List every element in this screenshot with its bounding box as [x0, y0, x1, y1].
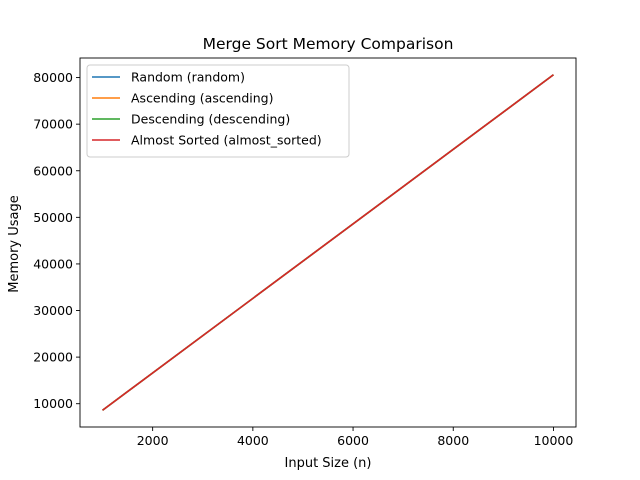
x-tick-label: 2000 [137, 433, 169, 448]
x-axis-label: Input Size (n) [285, 456, 372, 471]
y-axis-label: Memory Usage [7, 195, 22, 293]
x-tick-label: 8000 [437, 433, 469, 448]
axes-frame [79, 57, 577, 428]
y-tick-label: 30000 [33, 303, 73, 318]
y-tick-label: 80000 [33, 70, 73, 85]
legend-label-0: Random (random) [131, 70, 245, 85]
legend-label-3: Almost Sorted (almost_sorted) [131, 133, 322, 148]
y-tick-label: 50000 [33, 210, 73, 225]
y-tick-label: 20000 [33, 350, 73, 365]
y-tick-label: 40000 [33, 256, 73, 271]
legend-box [86, 64, 350, 158]
legend-label-2: Descending (descending) [131, 112, 290, 127]
y-tick-label: 10000 [33, 396, 73, 411]
y-tick-label: 60000 [33, 163, 73, 178]
series-line-3 [102, 74, 554, 411]
x-tick-label: 6000 [337, 433, 369, 448]
legend-label-1: Ascending (ascending) [131, 91, 273, 106]
plot-area: 2000 4000 6000 8000 10000 10000 20000 30000 4000… [33, 57, 577, 448]
legend: Random (random) Ascending (ascending) Desc… [86, 64, 350, 158]
x-tick-label: 4000 [237, 433, 269, 448]
x-tick-label: 10000 [534, 433, 574, 448]
chart-title: Merge Sort Memory Comparison [203, 35, 454, 53]
y-tick-label: 70000 [33, 117, 73, 132]
